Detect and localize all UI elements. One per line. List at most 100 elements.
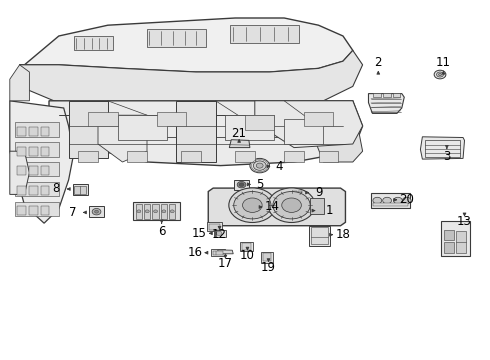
- Text: 17: 17: [218, 257, 233, 270]
- Polygon shape: [208, 188, 345, 226]
- Bar: [263, 253, 271, 261]
- Circle shape: [239, 183, 244, 186]
- Circle shape: [216, 231, 222, 235]
- Bar: [41, 206, 49, 215]
- Text: 8: 8: [52, 183, 60, 195]
- Bar: [252, 204, 261, 211]
- Bar: [152, 204, 159, 219]
- Polygon shape: [10, 151, 29, 194]
- Polygon shape: [49, 101, 363, 166]
- Bar: [318, 151, 338, 162]
- Text: 13: 13: [457, 215, 472, 228]
- Circle shape: [434, 70, 446, 79]
- Polygon shape: [229, 140, 250, 148]
- Text: 5: 5: [256, 178, 264, 191]
- Text: 7: 7: [69, 206, 76, 219]
- Bar: [181, 151, 201, 162]
- Circle shape: [92, 208, 101, 215]
- Bar: [393, 93, 400, 97]
- Circle shape: [162, 210, 166, 213]
- Bar: [309, 226, 330, 246]
- Bar: [73, 184, 88, 195]
- Circle shape: [402, 197, 411, 204]
- Bar: [230, 25, 299, 43]
- Circle shape: [268, 188, 315, 222]
- Bar: [17, 186, 26, 195]
- Bar: [29, 127, 38, 136]
- Polygon shape: [255, 101, 363, 148]
- Bar: [15, 182, 59, 196]
- Text: 9: 9: [315, 186, 322, 199]
- Polygon shape: [10, 101, 74, 223]
- Bar: [74, 186, 86, 194]
- Circle shape: [237, 181, 246, 188]
- Bar: [133, 202, 180, 220]
- Circle shape: [253, 161, 266, 170]
- Circle shape: [437, 72, 443, 77]
- Circle shape: [393, 197, 402, 204]
- Bar: [17, 166, 26, 175]
- Text: 20: 20: [399, 193, 414, 206]
- Bar: [41, 166, 49, 175]
- Bar: [161, 204, 167, 219]
- Circle shape: [250, 158, 270, 173]
- Bar: [207, 222, 222, 231]
- Circle shape: [234, 192, 271, 219]
- Circle shape: [373, 197, 382, 204]
- Circle shape: [256, 163, 263, 168]
- Text: 19: 19: [261, 261, 276, 274]
- Bar: [261, 252, 273, 263]
- Bar: [118, 115, 167, 140]
- Bar: [245, 115, 274, 130]
- Circle shape: [243, 198, 262, 212]
- Bar: [304, 112, 333, 126]
- Text: 10: 10: [240, 249, 255, 262]
- Bar: [441, 221, 470, 256]
- Polygon shape: [20, 50, 363, 112]
- Bar: [29, 186, 38, 195]
- Bar: [147, 29, 206, 47]
- Circle shape: [254, 206, 259, 209]
- Bar: [209, 224, 220, 230]
- Polygon shape: [69, 101, 108, 158]
- Text: 15: 15: [192, 227, 207, 240]
- Bar: [310, 198, 324, 214]
- Text: 11: 11: [436, 57, 451, 69]
- Bar: [373, 93, 381, 97]
- Bar: [89, 206, 104, 217]
- Bar: [284, 119, 323, 144]
- Bar: [383, 93, 391, 97]
- Text: 18: 18: [336, 228, 350, 241]
- Text: 4: 4: [275, 160, 283, 173]
- Bar: [74, 36, 113, 50]
- Bar: [88, 112, 118, 126]
- Bar: [41, 147, 49, 156]
- Polygon shape: [10, 65, 29, 101]
- Polygon shape: [176, 101, 216, 162]
- Bar: [444, 230, 454, 240]
- Bar: [136, 204, 142, 219]
- Circle shape: [95, 210, 98, 213]
- Polygon shape: [314, 101, 363, 162]
- Bar: [211, 249, 225, 256]
- Bar: [425, 140, 460, 157]
- Text: 21: 21: [232, 127, 246, 140]
- Bar: [213, 251, 223, 255]
- Bar: [29, 166, 38, 175]
- Bar: [29, 206, 38, 215]
- Bar: [17, 206, 26, 215]
- Bar: [169, 204, 175, 219]
- Circle shape: [439, 73, 441, 76]
- Bar: [311, 227, 328, 244]
- Bar: [144, 204, 150, 219]
- Bar: [127, 151, 147, 162]
- Bar: [240, 204, 251, 210]
- Bar: [298, 191, 302, 193]
- Circle shape: [145, 210, 149, 213]
- Bar: [15, 142, 59, 157]
- Circle shape: [282, 198, 301, 212]
- Text: 14: 14: [265, 201, 279, 213]
- Circle shape: [273, 192, 310, 219]
- Polygon shape: [420, 137, 465, 159]
- Bar: [15, 202, 59, 216]
